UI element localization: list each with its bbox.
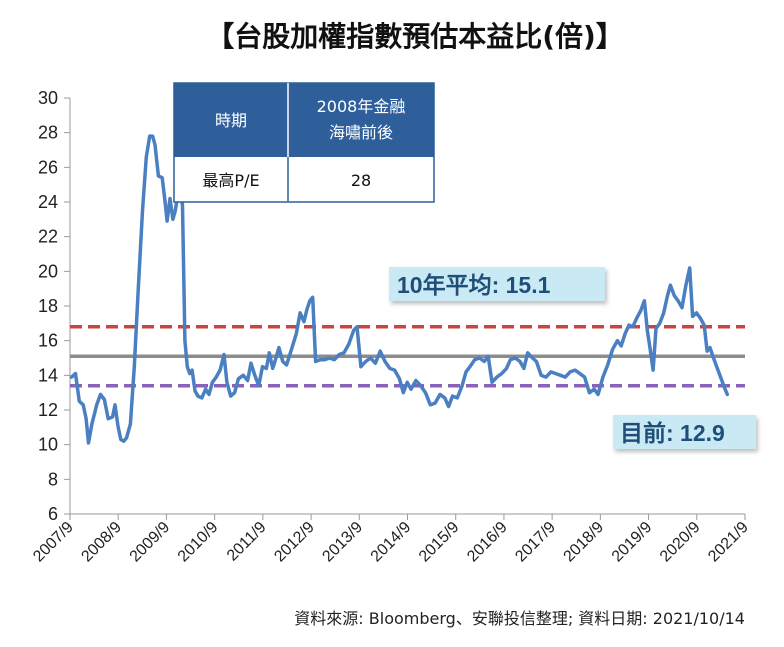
x-tick-label: 2008/9 <box>78 519 125 566</box>
average-label: 10年平均: 15.1 <box>397 272 551 298</box>
average-callout: 10年平均: 15.1 <box>389 267 605 301</box>
x-tick-label: 2009/9 <box>127 519 174 566</box>
table-header-event-line2: 海嘯前後 <box>329 123 393 142</box>
table-row-value: 28 <box>351 171 371 190</box>
x-tick-label: 2007/9 <box>30 519 77 566</box>
info-table: 時期 2008年金融 海嘯前後 最高P/E 28 <box>173 82 435 203</box>
x-tick-label: 2012/9 <box>271 519 318 566</box>
y-tick-label: 8 <box>48 469 58 489</box>
y-tick-label: 30 <box>38 88 58 108</box>
average-callout-box <box>389 267 605 301</box>
x-tick-label: 2010/9 <box>175 519 222 566</box>
y-tick-label: 24 <box>38 192 58 212</box>
reference-lines <box>70 325 745 388</box>
y-tick-label: 28 <box>38 123 58 143</box>
pe-ratio-line <box>69 134 730 445</box>
x-tick-label: 2019/9 <box>609 519 656 566</box>
chart-title: 【台股加權指數預估本益比(倍)】 <box>206 20 624 53</box>
series-layer <box>69 134 730 445</box>
x-tick-label: 2014/9 <box>368 519 415 566</box>
x-axis: 2007/9 2008/9 2009/9 2010/9 2011/9 2012/9 2013… <box>30 513 752 566</box>
x-tick-label: 2021/9 <box>705 519 752 566</box>
y-tick-label: 18 <box>38 296 58 316</box>
x-tick-label: 2015/9 <box>416 519 463 566</box>
x-tick-label: 2011/9 <box>224 519 270 565</box>
table-header-event-line1: 2008年金融 <box>317 97 406 116</box>
x-tick-label: 2016/9 <box>464 519 511 566</box>
y-tick-label: 10 <box>38 435 58 455</box>
table-header-period: 時期 <box>215 111 247 130</box>
y-tick-label: 16 <box>38 331 58 351</box>
y-tick-label: 14 <box>38 365 58 385</box>
y-tick-label: 26 <box>38 157 58 177</box>
table-row-label: 最高P/E <box>202 171 259 190</box>
table-header-bg <box>174 83 434 157</box>
x-tick-label: 2017/9 <box>512 519 559 566</box>
y-tick-label: 22 <box>38 227 58 247</box>
y-tick-label: 12 <box>38 400 58 420</box>
y-axis: 6 8 10 12 14 16 18 20 22 24 26 28 30 <box>38 88 71 524</box>
x-tick-label: 2013/9 <box>319 519 366 566</box>
x-tick-label: 2018/9 <box>561 519 608 566</box>
y-tick-label: 20 <box>38 261 58 281</box>
x-tick-label: 2020/9 <box>657 519 704 566</box>
current-callout: 目前: 12.9 <box>613 415 756 449</box>
current-label: 目前: 12.9 <box>620 420 725 446</box>
current-callout-box <box>613 415 756 449</box>
y-tick-label: 6 <box>48 504 58 524</box>
source-note: 資料來源: Bloomberg、安聯投信整理; 資料日期: 2021/10/14 <box>294 609 745 628</box>
